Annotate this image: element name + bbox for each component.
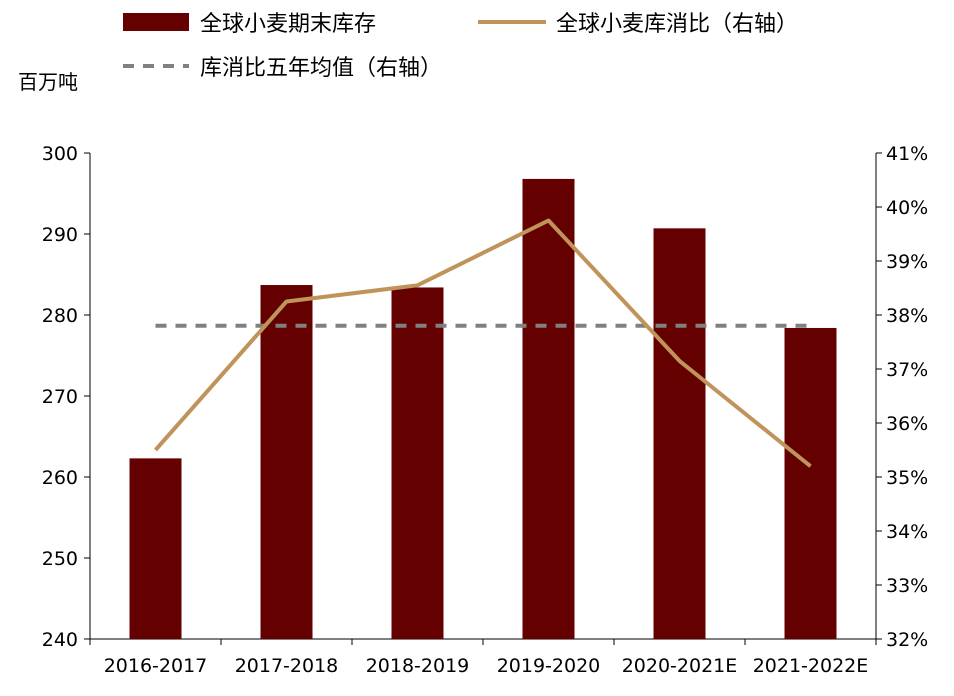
bar-2018-2019	[391, 287, 444, 639]
bar-2020-2021E	[653, 228, 706, 639]
x-category-label: 2017-2018	[235, 655, 339, 677]
left-tick-label: 280	[42, 305, 78, 327]
x-category-label: 2019-2020	[497, 655, 601, 677]
right-tick-label: 38%	[886, 305, 928, 327]
bar-2016-2017	[129, 458, 182, 639]
x-axis-ticks: 2016-2017 2017-2018 2018-2019 2019-2020 2020…	[89, 639, 877, 677]
left-tick-label: 270	[42, 386, 78, 408]
left-tick-label: 290	[42, 224, 78, 246]
right-tick-label: 32%	[886, 629, 928, 651]
x-category-label: 2020-2021E	[622, 655, 738, 677]
bar-2017-2018	[260, 285, 313, 639]
right-tick-label: 34%	[886, 521, 928, 543]
right-tick-label: 40%	[886, 197, 928, 219]
right-tick-label: 39%	[886, 251, 928, 273]
x-category-label: 2021-2022E	[753, 655, 869, 677]
legend-label-ratio: 全球小麦库消比（右轴）	[556, 12, 798, 37]
ratio-line	[154, 218, 812, 468]
bar-2019-2020	[522, 178, 575, 640]
legend-label-stock: 全球小麦期末库存	[200, 12, 376, 37]
axes: 300 290 280 270 260 250 240 41% 40% 39% 38% 37% 36%…	[42, 143, 929, 677]
bar-series	[129, 178, 837, 640]
left-axis-ticks: 300 290 280 270 260 250 240	[42, 143, 90, 651]
left-tick-label: 250	[42, 548, 78, 570]
right-axis-ticks: 41% 40% 39% 38% 37% 36% 35% 34% 33% 32%	[876, 143, 928, 651]
legend-swatch-stock	[123, 13, 189, 31]
left-tick-label: 300	[42, 143, 78, 165]
y-axis-unit-label: 百万吨	[18, 70, 78, 94]
x-category-label: 2018-2019	[366, 655, 470, 677]
right-tick-label: 33%	[886, 575, 928, 597]
right-tick-label: 37%	[886, 359, 928, 381]
ratio-line-series	[154, 218, 812, 468]
left-tick-label: 240	[42, 629, 78, 651]
bar-2021-2022E	[784, 327, 837, 639]
x-category-label: 2016-2017	[104, 655, 208, 677]
right-tick-label: 35%	[886, 467, 928, 489]
left-tick-label: 260	[42, 467, 78, 489]
legend-label-average: 库消比五年均值（右轴）	[200, 56, 442, 81]
legend: 全球小麦期末库存 全球小麦库消比（右轴） 库消比五年均值（右轴）	[123, 12, 798, 81]
right-tick-label: 41%	[886, 143, 928, 165]
right-tick-label: 36%	[886, 413, 928, 435]
